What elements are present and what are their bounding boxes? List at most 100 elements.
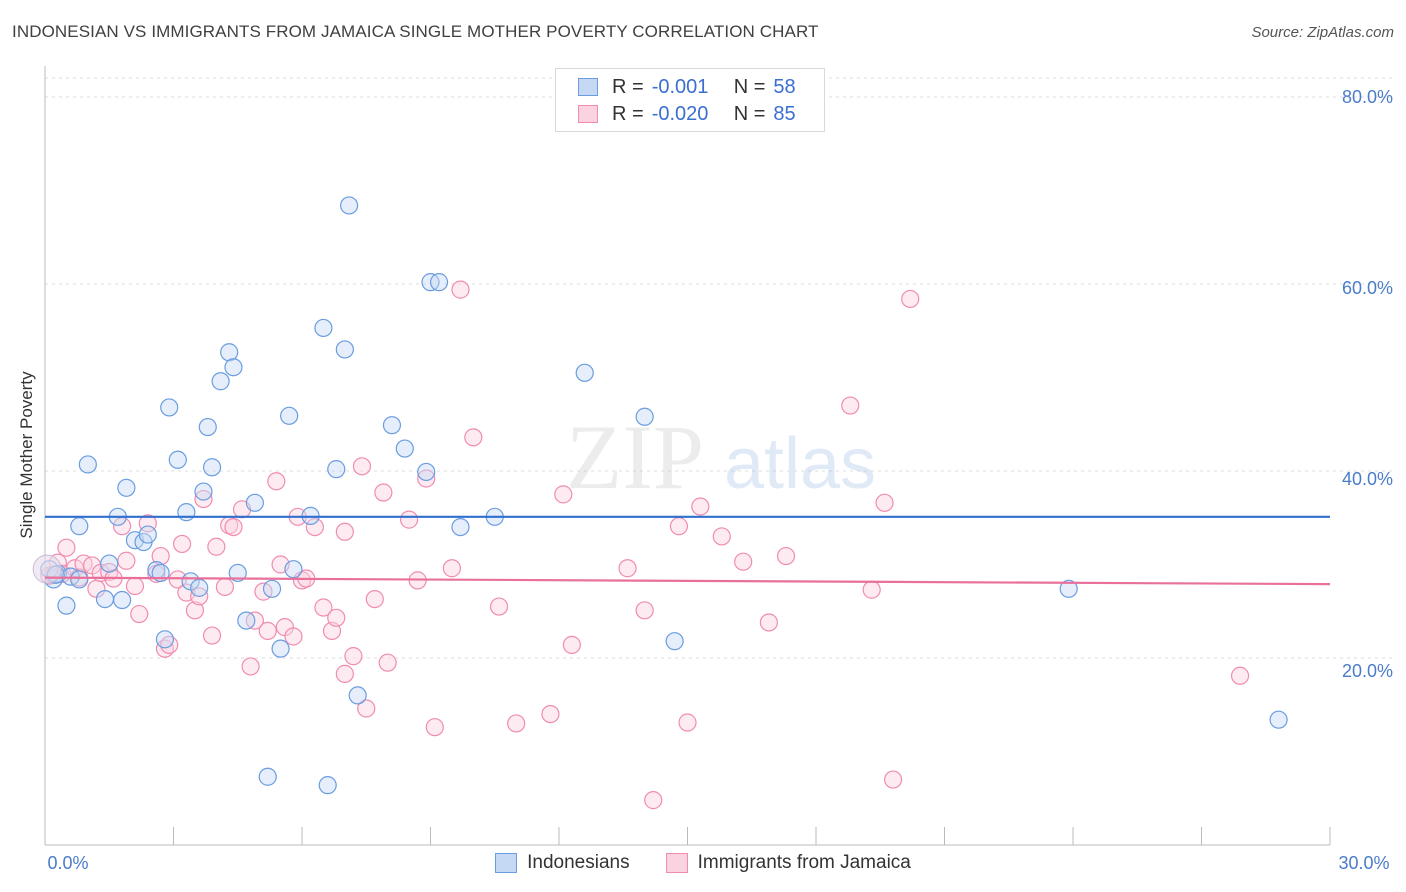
legend-r-value: -0.001 <box>651 75 709 98</box>
legend-item-jamaica[interactable]: Immigrants from Jamaica <box>665 852 911 874</box>
legend-n-label: N = <box>733 102 766 125</box>
series-indonesians-points <box>32 196 1288 795</box>
indonesians-point <box>160 398 179 417</box>
indonesians-point <box>284 560 303 579</box>
legend-label-indonesians: Indonesians <box>527 852 630 873</box>
indonesians-point <box>429 273 449 292</box>
jamaica-point <box>562 635 581 655</box>
jamaica-point <box>417 469 436 488</box>
indonesians-point <box>198 417 217 437</box>
chart-title: INDONESIAN VS IMMIGRANTS FROM JAMAICA SI… <box>12 22 819 41</box>
jamaica-point <box>734 552 753 571</box>
indonesians-point <box>138 525 157 544</box>
jamaica-point <box>374 483 393 502</box>
indonesians-point <box>635 407 654 426</box>
jamaica-point <box>215 577 234 597</box>
legend-swatch-jamaica <box>578 105 598 123</box>
jamaica-point <box>207 537 226 556</box>
jamaica-point <box>335 522 354 541</box>
jamaica-point <box>875 493 894 512</box>
indonesians-point <box>155 630 175 649</box>
x-tick-label-max: 30.0% <box>1338 853 1389 873</box>
jamaica-point <box>644 791 663 810</box>
y-axis-label: Single Mother Poverty <box>17 371 36 539</box>
y-tick-label-20: 20.0% <box>1342 661 1393 681</box>
indonesians-point <box>451 517 470 537</box>
jamaica-point <box>125 576 145 596</box>
legend-swatch-indonesians <box>578 78 598 96</box>
jamaica-point <box>378 653 397 672</box>
jamaica-point <box>618 559 637 578</box>
legend-item-indonesians[interactable]: Indonesians <box>495 852 630 874</box>
legend-n-value: 85 <box>773 102 796 125</box>
jamaica-point <box>776 546 796 566</box>
jamaica-point <box>759 613 778 632</box>
indonesians-point <box>237 611 256 630</box>
jamaica-point <box>314 598 333 617</box>
indonesians-point <box>70 570 89 589</box>
watermark-zip: ZIP <box>566 406 704 508</box>
jamaica-point <box>130 604 149 624</box>
jamaica-point <box>172 534 192 554</box>
legend-row-jamaica: R = -0.020 N = 85 <box>578 102 796 126</box>
indonesians-point <box>190 578 209 597</box>
jamaica-point <box>669 517 689 536</box>
indonesians-point <box>258 767 277 786</box>
legend-n-label: N = <box>733 75 766 98</box>
cluster-point <box>32 554 62 584</box>
legend-n-value: 58 <box>773 75 796 98</box>
jamaica-point <box>541 704 560 724</box>
indonesians-point <box>417 462 436 482</box>
jamaica-point <box>185 601 205 620</box>
jamaica-point <box>678 713 697 732</box>
legend-r-label: R = <box>612 102 644 125</box>
watermark-atlas: atlas <box>724 424 876 504</box>
jamaica-point <box>1230 666 1250 685</box>
indonesians-point <box>112 590 132 610</box>
indonesians-point <box>211 372 230 391</box>
jamaica-point <box>335 664 354 683</box>
jamaica-point <box>901 289 920 309</box>
indonesians-point <box>194 482 213 501</box>
jamaica-point <box>489 597 509 616</box>
series-jamaica-points <box>40 280 1250 810</box>
jamaica-point <box>305 517 324 537</box>
legend-swatch-indonesians <box>495 853 518 873</box>
indonesians-point <box>340 196 359 215</box>
gridlines <box>45 77 1392 659</box>
indonesians-point <box>271 639 290 658</box>
indonesians-point <box>78 455 97 474</box>
jamaica-point <box>57 538 76 557</box>
indonesians-point <box>395 439 414 458</box>
jamaica-point <box>357 699 376 718</box>
jamaica-point <box>451 280 470 299</box>
trend-line-jamaica <box>44 576 1331 586</box>
indonesians-point <box>665 632 684 651</box>
indonesians-point <box>220 343 239 362</box>
trend-lines <box>44 515 1331 586</box>
indonesians-point <box>95 589 115 609</box>
indonesians-point <box>177 503 196 522</box>
legend-r-label: R = <box>612 75 644 98</box>
jamaica-point <box>691 497 710 516</box>
indonesians-point <box>57 596 76 615</box>
indonesians-point <box>348 686 367 705</box>
jamaica-point <box>327 608 346 627</box>
y-tick-label-60: 60.0% <box>1342 278 1393 298</box>
indonesians-point <box>1059 579 1078 598</box>
jamaica-point <box>883 770 903 789</box>
indonesians-point <box>1269 710 1288 729</box>
jamaica-point <box>841 396 860 415</box>
jamaica-point <box>507 714 526 733</box>
indonesians-point <box>228 563 247 583</box>
jamaica-point <box>117 551 136 570</box>
jamaica-point <box>635 601 654 620</box>
x-tick-label-min: 0.0% <box>47 853 88 873</box>
jamaica-point <box>464 428 483 447</box>
jamaica-point <box>425 718 444 737</box>
legend-swatch-jamaica <box>665 853 688 873</box>
correlation-legend: R = -0.001 N = 58 R = -0.020 N = 85 <box>555 68 825 132</box>
jamaica-point <box>241 657 260 676</box>
jamaica-point <box>352 457 372 476</box>
legend-label-jamaica: Immigrants from Jamaica <box>697 852 911 873</box>
